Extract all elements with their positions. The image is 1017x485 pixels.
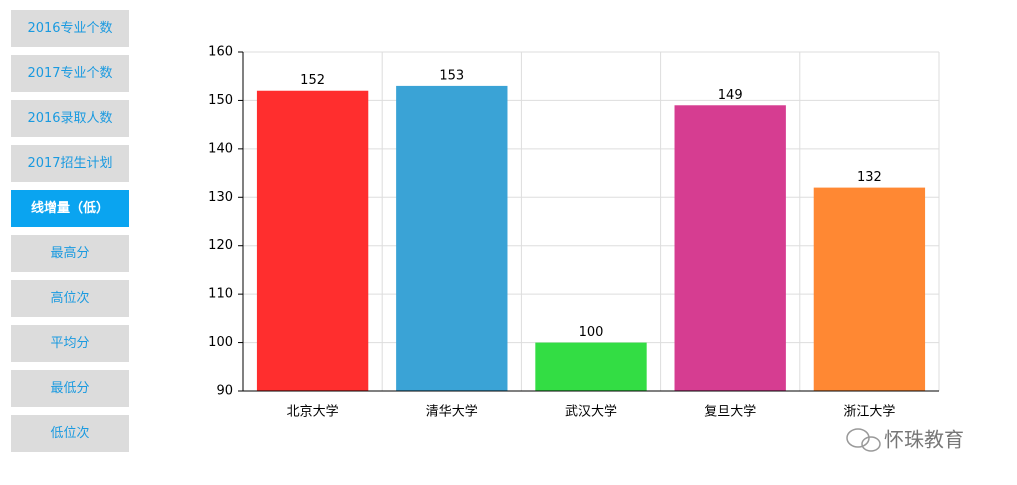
- menu-button[interactable]: 低位次: [11, 415, 129, 452]
- side-menu: 2016专业个数 2017专业个数 2016录取人数 2017招生计划 线增量（低） 最高…: [11, 10, 129, 460]
- value-label: 100: [579, 325, 604, 340]
- bar: [674, 105, 786, 392]
- x-tick-label: 北京大学: [287, 404, 339, 420]
- menu-button[interactable]: 2017招生计划: [11, 145, 129, 182]
- y-tick-label: 130: [208, 190, 233, 205]
- menu-button[interactable]: 2017专业个数: [11, 55, 129, 92]
- x-tick-label: 浙江大学: [843, 404, 895, 420]
- x-tick-label: 复旦大学: [704, 404, 756, 420]
- y-tick-label: 120: [208, 238, 233, 253]
- menu-button[interactable]: 线增量（低）: [11, 190, 129, 227]
- y-tick-label: 140: [208, 141, 233, 156]
- y-tick-label: 90: [216, 384, 233, 399]
- bar: [256, 90, 369, 391]
- y-tick-label: 110: [208, 287, 233, 302]
- watermark: 怀珠教育: [884, 428, 964, 452]
- value-label: 153: [439, 68, 464, 83]
- menu-button[interactable]: 平均分: [11, 325, 129, 362]
- bar: [535, 342, 647, 391]
- y-tick-label: 160: [208, 45, 233, 60]
- x-tick-label: 武汉大学: [565, 404, 617, 420]
- menu-button[interactable]: 高位次: [11, 280, 129, 317]
- bar: [813, 187, 926, 391]
- menu-button[interactable]: 2016录取人数: [11, 100, 129, 137]
- y-tick-label: 150: [208, 93, 233, 108]
- bar: [396, 85, 508, 392]
- x-tick-label: 清华大学: [426, 404, 478, 420]
- value-label: 132: [857, 170, 882, 185]
- value-label: 152: [300, 73, 325, 88]
- y-tick-label: 100: [208, 335, 233, 350]
- value-label: 149: [718, 88, 743, 103]
- watermark-icon: [846, 428, 881, 452]
- menu-button[interactable]: 最低分: [11, 370, 129, 407]
- menu-button[interactable]: 2016专业个数: [11, 10, 129, 47]
- menu-button[interactable]: 最高分: [11, 235, 129, 272]
